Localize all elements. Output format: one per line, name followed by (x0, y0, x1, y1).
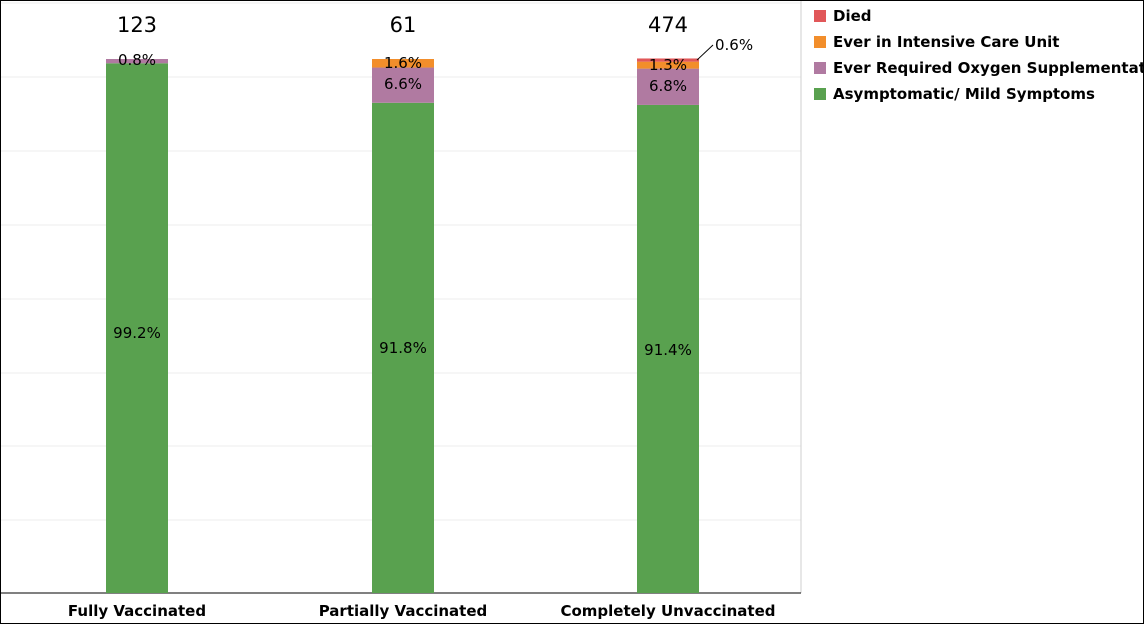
bar-segment (372, 102, 434, 594)
bar-segment (637, 61, 699, 69)
bar-segment (372, 59, 434, 68)
total-label: 474 (648, 13, 688, 37)
x-tick-label: Partially Vaccinated (319, 602, 488, 620)
bar-segment (637, 68, 699, 105)
data-label: 6.8% (649, 77, 687, 95)
x-tick-label: Completely Unvaccinated (560, 602, 775, 620)
data-label: 91.4% (644, 341, 692, 359)
data-label: 99.2% (113, 324, 161, 342)
legend-swatch (814, 88, 826, 100)
data-label: 0.6% (715, 36, 753, 54)
legend-label: Died (833, 7, 872, 25)
data-labels: 99.2% 0.8% 91.8% 6.6% 1.6% 91.4% 6.8% 1.3% 0.6% (113, 36, 753, 359)
data-label: 6.6% (384, 75, 422, 93)
legend-label: Ever in Intensive Care Unit (833, 33, 1059, 51)
bar-segment (106, 59, 168, 64)
legend-label: Ever Required Oxygen Supplementation (833, 59, 1143, 77)
bar-segment (106, 63, 168, 594)
callout-line (696, 44, 714, 61)
legend-label: Asymptomatic/ Mild Symptoms (833, 85, 1095, 103)
data-label: 1.3% (649, 56, 687, 74)
legend-swatch (814, 36, 826, 48)
x-tick-label: Fully Vaccinated (68, 602, 206, 620)
total-label: 61 (390, 13, 417, 37)
legend-swatch (814, 10, 826, 22)
data-label: 1.6% (384, 54, 422, 72)
x-tick-labels: Fully Vaccinated Partially Vaccinated Comp… (68, 602, 776, 620)
bar-segment (637, 58, 699, 62)
bar-segment (637, 104, 699, 593)
data-label: 0.8% (118, 51, 156, 69)
bars (106, 58, 699, 594)
legend: Died Ever in Intensive Care Unit Ever Requ… (814, 7, 1143, 103)
total-label: 123 (117, 13, 157, 37)
total-labels: 123 61 474 (117, 13, 688, 37)
legend-swatch (814, 62, 826, 74)
bar-segment (372, 67, 434, 103)
data-label: 91.8% (379, 339, 427, 357)
